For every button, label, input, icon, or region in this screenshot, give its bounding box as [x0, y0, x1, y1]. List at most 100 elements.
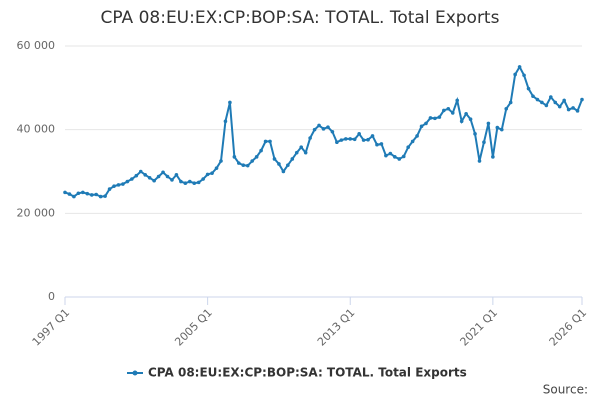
point: [495, 125, 500, 130]
point: [553, 100, 558, 105]
point: [522, 73, 526, 78]
point: [196, 180, 201, 185]
point: [125, 179, 130, 184]
point: [330, 129, 335, 134]
point: [473, 132, 477, 136]
point: [268, 139, 272, 144]
point: [343, 137, 348, 141]
point: [317, 123, 321, 128]
point: [170, 178, 174, 182]
point: [299, 145, 304, 150]
point: [156, 174, 161, 179]
point: [245, 163, 250, 168]
point: [517, 65, 522, 69]
point: [219, 159, 223, 163]
x-tick-label: 2005 Q1: [172, 306, 215, 349]
point: [94, 192, 98, 197]
point: [366, 137, 370, 142]
point: [482, 140, 486, 145]
point: [446, 106, 451, 111]
point: [281, 169, 286, 174]
point: [321, 127, 326, 131]
point: [571, 106, 575, 110]
point: [442, 108, 446, 113]
point: [112, 184, 116, 188]
point: [486, 121, 491, 126]
point: [63, 190, 67, 195]
x-tick-label: 2021 Q1: [458, 306, 501, 349]
point: [335, 140, 339, 145]
point: [130, 177, 134, 181]
point: [232, 155, 237, 159]
chart-title: CPA 08:EU:EX:CP:BOP:SA: TOTAL. Total Exp…: [101, 8, 500, 28]
point: [254, 155, 259, 159]
point: [580, 97, 584, 102]
point: [513, 72, 517, 77]
point: [352, 137, 357, 142]
legend-label: CPA 08:EU:EX:CP:BOP:SA: TOTAL. Total Exp…: [148, 366, 467, 380]
point: [228, 100, 232, 105]
point: [85, 191, 90, 196]
point: [357, 132, 361, 136]
point: [192, 181, 197, 186]
point: [433, 116, 437, 121]
y-tick-label: 60 000: [17, 39, 56, 52]
point: [312, 127, 317, 132]
y-tick-label: 20 000: [17, 206, 56, 219]
point: [290, 157, 295, 161]
point: [410, 139, 415, 144]
x-tick-label: 2026 Q1: [547, 306, 590, 349]
point: [259, 148, 263, 153]
point: [455, 98, 460, 103]
point: [81, 190, 85, 195]
point: [557, 104, 562, 109]
point: [393, 155, 397, 159]
point: [361, 138, 366, 142]
point: [183, 181, 188, 186]
point: [326, 125, 330, 129]
point: [134, 173, 139, 178]
point: [424, 121, 428, 126]
source-label: Source:: [543, 383, 588, 397]
point: [263, 139, 268, 144]
point: [562, 98, 566, 103]
point: [187, 179, 192, 184]
point: [459, 119, 464, 124]
point: [72, 194, 76, 199]
point: [161, 170, 165, 175]
point: [241, 163, 246, 168]
point: [437, 115, 442, 119]
point: [121, 182, 125, 186]
point: [98, 194, 103, 199]
point: [508, 100, 513, 105]
point: [237, 161, 241, 165]
point: [277, 162, 281, 166]
point: [294, 150, 299, 155]
x-tick-label: 1997 Q1: [30, 306, 73, 349]
point: [566, 107, 571, 112]
point: [339, 138, 344, 142]
point: [76, 191, 81, 196]
point: [406, 145, 410, 150]
point: [397, 157, 402, 161]
point: [272, 157, 277, 161]
point: [143, 173, 148, 177]
point: [575, 109, 580, 113]
point: [544, 103, 549, 108]
point: [388, 151, 393, 156]
line-series: [64, 64, 583, 198]
point: [152, 178, 156, 183]
y-tick-label: 40 000: [17, 123, 56, 136]
point: [201, 177, 205, 181]
x-tick-label: 2013 Q1: [315, 306, 358, 349]
point: [308, 136, 312, 140]
legend-marker: [132, 370, 138, 376]
point: [214, 166, 219, 170]
point: [415, 134, 419, 138]
point: [535, 97, 540, 102]
point: [303, 150, 308, 155]
point: [540, 100, 544, 105]
point: [165, 174, 170, 179]
